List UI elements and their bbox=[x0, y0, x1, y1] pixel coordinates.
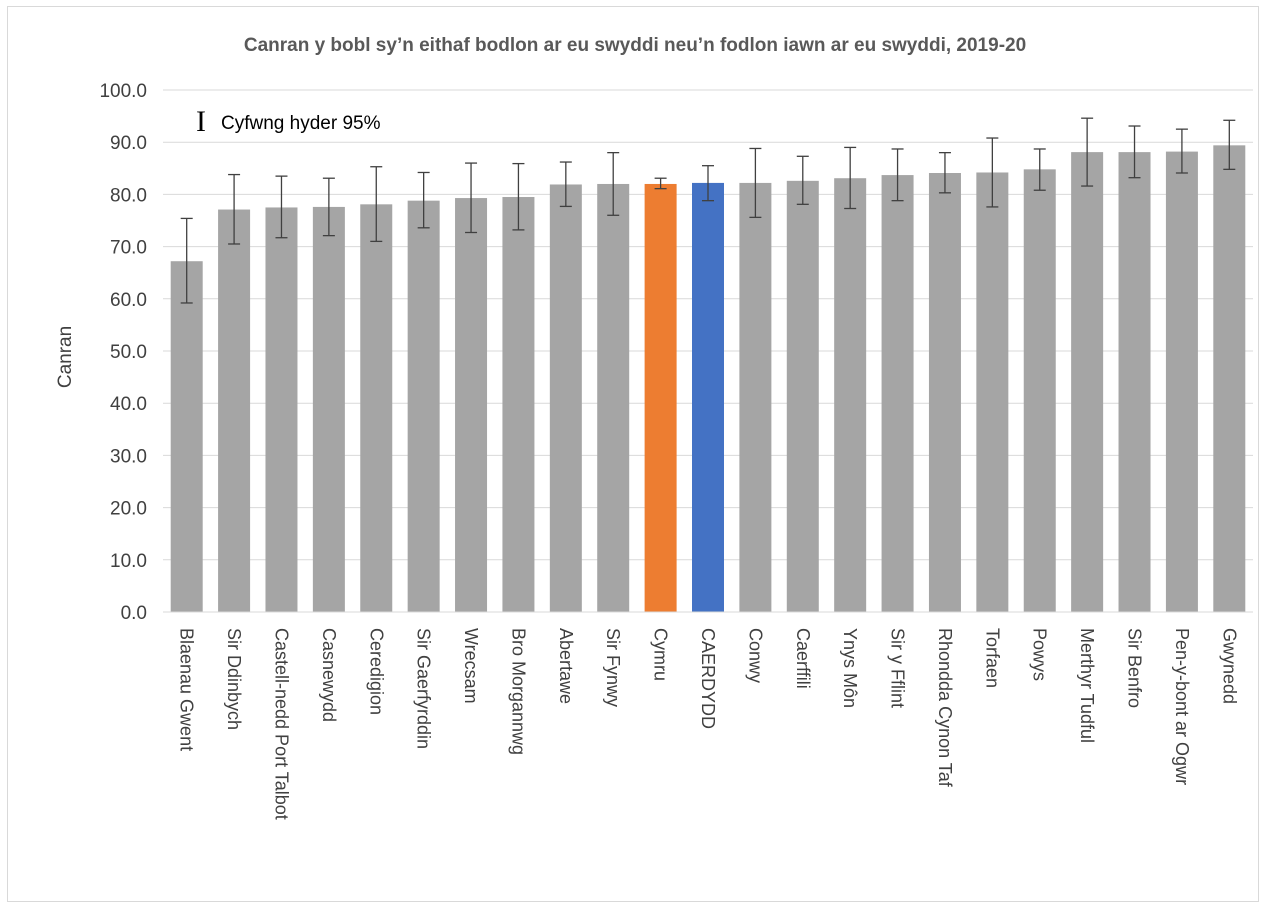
y-tick-label: 80.0 bbox=[110, 185, 147, 206]
error-bar bbox=[607, 151, 620, 216]
error-bar bbox=[891, 148, 904, 202]
bar bbox=[218, 209, 251, 612]
x-category-label: Sir Fynwy bbox=[603, 628, 623, 707]
x-category-label: Wrecsam bbox=[461, 628, 481, 704]
x-category-label: Bro Morgannwg bbox=[508, 628, 528, 755]
error-bar bbox=[938, 151, 951, 194]
y-tick-label: 70.0 bbox=[110, 238, 147, 259]
y-tick-label: 10.0 bbox=[110, 551, 147, 572]
bar bbox=[1213, 145, 1246, 612]
error-bar bbox=[986, 137, 999, 208]
x-category-label: Cymru bbox=[651, 628, 671, 681]
error-bar bbox=[1128, 125, 1141, 179]
bar bbox=[360, 204, 393, 612]
error-bar bbox=[370, 166, 383, 243]
error-bar bbox=[796, 155, 809, 205]
bar bbox=[1118, 152, 1151, 613]
bar bbox=[312, 206, 345, 613]
bar bbox=[834, 178, 867, 612]
error-bar bbox=[1223, 119, 1236, 170]
chart-title: Canran y bobl sy’n eithaf bodlon ar eu s… bbox=[244, 35, 1026, 56]
y-tick-label: 0.0 bbox=[121, 603, 147, 624]
error-bar bbox=[512, 162, 525, 231]
bar bbox=[1071, 152, 1104, 613]
error-bar bbox=[654, 177, 667, 190]
x-category-label: Ynys Môn bbox=[840, 628, 860, 708]
y-tick-label: 90.0 bbox=[110, 133, 147, 154]
bar bbox=[739, 182, 772, 612]
error-bar bbox=[322, 177, 335, 237]
x-category-label: Gwynedd bbox=[1219, 628, 1239, 704]
y-tick-label: 100.0 bbox=[99, 81, 147, 102]
x-category-label: Abertawe bbox=[556, 628, 576, 704]
confidence-interval-legend-symbol: I bbox=[196, 105, 206, 138]
x-category-label: Casnewydd bbox=[319, 628, 339, 722]
error-bar bbox=[465, 162, 478, 234]
error-bar bbox=[275, 175, 288, 239]
y-axis-label: Canran bbox=[55, 326, 76, 388]
confidence-interval-legend-label: Cyfwng hyder 95% bbox=[221, 113, 381, 134]
x-category-label: Blaenau Gwent bbox=[177, 628, 197, 751]
x-category-label: Sir y Fflint bbox=[888, 628, 908, 708]
x-category-label: Sir Gaerfyrddin bbox=[414, 628, 434, 749]
y-tick-label: 20.0 bbox=[110, 499, 147, 520]
x-category-label: Sir Benfro bbox=[1125, 628, 1145, 708]
bar bbox=[455, 198, 488, 612]
error-bars bbox=[180, 117, 1236, 304]
bar bbox=[265, 207, 298, 612]
x-category-label: Rhondda Cynon Taf bbox=[935, 628, 955, 788]
y-tick-label: 60.0 bbox=[110, 290, 147, 311]
error-bar bbox=[702, 165, 714, 202]
x-category-label: Conwy bbox=[745, 628, 765, 683]
bar bbox=[597, 183, 630, 612]
x-category-label: CAERDYDD bbox=[698, 628, 718, 729]
error-bar bbox=[180, 217, 193, 304]
y-axis-ticks: 0.0 10.0 20.0 30.0 40.0 50.0 60.0 70.0 80.0 90.0 1… bbox=[99, 81, 147, 624]
x-category-label: Ceredigion bbox=[366, 628, 386, 715]
bar bbox=[692, 182, 724, 612]
bar bbox=[502, 197, 535, 612]
x-category-label: Torfaen bbox=[982, 628, 1002, 688]
error-bar bbox=[1081, 117, 1094, 187]
bar bbox=[549, 184, 582, 612]
x-category-label: Caerffili bbox=[793, 628, 813, 689]
bar bbox=[170, 261, 203, 612]
error-bar bbox=[1175, 128, 1188, 174]
x-category-label: Powys bbox=[1030, 628, 1050, 681]
x-category-label: Castell-nedd Port Talbot bbox=[271, 628, 291, 820]
bar bbox=[1023, 169, 1056, 612]
bar bbox=[786, 180, 819, 612]
x-category-label: Pen-y-bont ar Ogwr bbox=[1172, 628, 1192, 785]
bar bbox=[928, 172, 961, 613]
y-tick-label: 30.0 bbox=[110, 446, 147, 467]
bars bbox=[170, 145, 1246, 613]
error-bar bbox=[749, 147, 762, 219]
error-bar bbox=[559, 161, 572, 208]
bar bbox=[1165, 151, 1198, 612]
legend: I Cyfwng hyder 95% bbox=[196, 105, 381, 138]
bar bbox=[644, 183, 677, 612]
error-bar bbox=[1033, 148, 1046, 191]
error-bar bbox=[417, 171, 430, 229]
bar bbox=[407, 200, 440, 612]
bar bbox=[976, 172, 1009, 612]
error-bar bbox=[228, 173, 241, 245]
y-tick-label: 50.0 bbox=[110, 342, 147, 363]
x-category-label: Sir Ddinbych bbox=[224, 628, 244, 730]
y-tick-label: 40.0 bbox=[110, 394, 147, 415]
error-bar bbox=[844, 146, 857, 210]
x-category-label: Merthyr Tudful bbox=[1077, 628, 1097, 743]
bar bbox=[881, 175, 914, 612]
x-axis-category-labels: Blaenau Gwent Sir Ddinbych Castell-nedd Po… bbox=[177, 628, 1240, 820]
